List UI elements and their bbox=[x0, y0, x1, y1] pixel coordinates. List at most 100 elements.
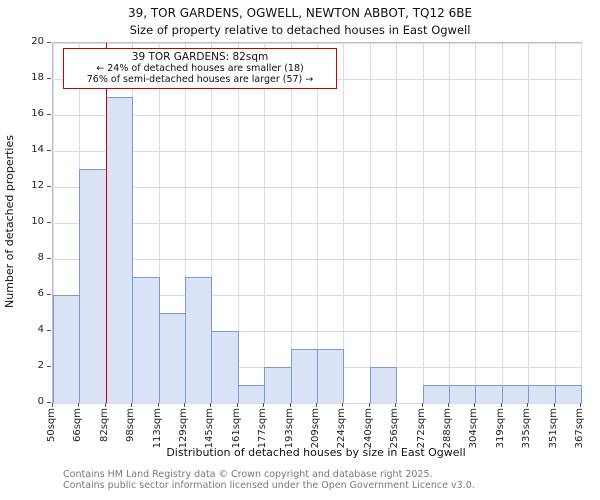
x-tick-label: 304sqm bbox=[468, 408, 480, 449]
x-tick-label: 256sqm bbox=[389, 408, 401, 449]
x-tick-mark bbox=[78, 403, 80, 407]
y-tick-mark bbox=[47, 42, 51, 43]
x-tick-mark bbox=[210, 403, 212, 407]
x-tick-label: 98sqm bbox=[125, 408, 137, 443]
gridline-vertical bbox=[343, 43, 345, 403]
y-tick-label: 16 bbox=[31, 108, 44, 119]
x-tick-label: 224sqm bbox=[336, 408, 348, 449]
histogram-bar bbox=[528, 385, 556, 403]
x-tick-label: 113sqm bbox=[151, 408, 163, 449]
y-tick-label: 6 bbox=[37, 288, 44, 299]
x-axis-label: Distribution of detached houses by size … bbox=[166, 446, 466, 459]
gridline-vertical bbox=[581, 43, 582, 403]
x-tick-mark bbox=[289, 403, 291, 407]
histogram-bar bbox=[369, 367, 398, 403]
histogram-bar bbox=[237, 385, 266, 403]
histogram-bar bbox=[53, 295, 81, 403]
y-tick-mark bbox=[47, 402, 51, 403]
y-tick-label: 2 bbox=[37, 360, 44, 371]
y-tick-mark bbox=[47, 114, 51, 115]
gridline-vertical bbox=[290, 43, 292, 403]
histogram-bar bbox=[501, 385, 530, 403]
y-tick-label: 12 bbox=[31, 180, 44, 191]
x-tick-label: 66sqm bbox=[72, 408, 84, 443]
x-tick-mark bbox=[421, 403, 423, 407]
x-tick-mark bbox=[553, 403, 555, 407]
y-tick-mark bbox=[47, 150, 51, 151]
gridline-vertical bbox=[396, 43, 398, 403]
x-tick-mark bbox=[52, 403, 53, 407]
histogram-bar bbox=[264, 367, 292, 403]
y-tick-label: 10 bbox=[31, 216, 44, 227]
annotation-property-size: 39 TOR GARDENS: 82sqm bbox=[131, 51, 269, 63]
gridline-vertical bbox=[211, 43, 213, 403]
gridline-vertical bbox=[554, 43, 556, 403]
histogram-bar bbox=[554, 385, 582, 403]
x-tick-mark bbox=[184, 403, 185, 407]
y-tick-label: 0 bbox=[37, 396, 44, 407]
y-tick-label: 8 bbox=[37, 252, 44, 263]
histogram-bar bbox=[185, 277, 213, 403]
y-tick-mark bbox=[47, 186, 51, 187]
gridline-vertical bbox=[475, 43, 477, 403]
annotation-larger-share: 76% of semi-detached houses are larger (… bbox=[86, 74, 314, 85]
x-tick-label: 145sqm bbox=[204, 408, 216, 449]
gridline-vertical bbox=[501, 43, 503, 403]
gridline-vertical bbox=[158, 43, 160, 403]
x-tick-mark bbox=[157, 403, 159, 407]
x-tick-label: 161sqm bbox=[230, 408, 242, 449]
x-tick-label: 319sqm bbox=[494, 408, 506, 449]
chart-title: 39, TOR GARDENS, OGWELL, NEWTON ABBOT, T… bbox=[127, 6, 473, 20]
gridline-vertical bbox=[53, 43, 54, 403]
gridline-vertical bbox=[369, 43, 371, 403]
x-tick-mark bbox=[263, 403, 265, 407]
x-tick-mark bbox=[527, 403, 529, 407]
x-tick-mark bbox=[104, 403, 106, 407]
plot-area: 39 TOR GARDENS: 82sqm ← 24% of detached … bbox=[52, 42, 582, 404]
gridline-vertical bbox=[449, 43, 450, 403]
y-tick-label: 18 bbox=[31, 72, 44, 83]
y-tick-mark bbox=[47, 78, 51, 79]
histogram-bar bbox=[422, 385, 450, 403]
x-tick-label: 367sqm bbox=[574, 408, 585, 449]
property-size-marker-line bbox=[105, 43, 107, 403]
x-tick-mark bbox=[342, 403, 344, 407]
histogram-bar bbox=[105, 97, 134, 403]
histogram-bar bbox=[79, 169, 107, 403]
gridline-horizontal bbox=[53, 403, 581, 404]
x-tick-mark bbox=[131, 403, 133, 407]
chart-subtitle: Size of property relative to detached ho… bbox=[129, 23, 471, 37]
x-tick-label: 288sqm bbox=[442, 408, 453, 449]
x-tick-label: 335sqm bbox=[521, 408, 533, 449]
y-tick-label: 20 bbox=[31, 36, 44, 47]
y-tick-mark bbox=[47, 366, 51, 367]
gridline-vertical bbox=[528, 43, 530, 403]
x-tick-mark bbox=[316, 403, 317, 407]
y-tick-mark bbox=[47, 258, 51, 259]
footer-attribution-line2: Contains public sector information licen… bbox=[63, 480, 475, 491]
x-tick-label: 351sqm bbox=[547, 408, 559, 449]
histogram-bar bbox=[132, 277, 160, 403]
y-tick-mark bbox=[47, 294, 51, 295]
histogram-bar bbox=[475, 385, 503, 403]
x-tick-label: 177sqm bbox=[257, 408, 269, 449]
gridline-vertical bbox=[264, 43, 266, 403]
y-tick-mark bbox=[47, 330, 51, 331]
x-tick-label: 272sqm bbox=[415, 408, 427, 449]
x-tick-mark bbox=[474, 403, 476, 407]
x-tick-label: 129sqm bbox=[178, 408, 189, 449]
histogram-bar bbox=[211, 331, 239, 403]
y-tick-label: 4 bbox=[37, 324, 44, 335]
x-tick-mark bbox=[395, 403, 397, 407]
histogram-bar bbox=[449, 385, 477, 403]
gridline-vertical bbox=[422, 43, 424, 403]
histogram-bar bbox=[158, 313, 186, 403]
gridline-vertical bbox=[237, 43, 239, 403]
y-tick-mark bbox=[47, 222, 51, 223]
x-tick-mark bbox=[580, 403, 581, 407]
histogram-bar bbox=[290, 349, 318, 403]
x-tick-mark bbox=[368, 403, 370, 407]
x-tick-label: 82sqm bbox=[98, 408, 110, 443]
x-tick-mark bbox=[500, 403, 502, 407]
